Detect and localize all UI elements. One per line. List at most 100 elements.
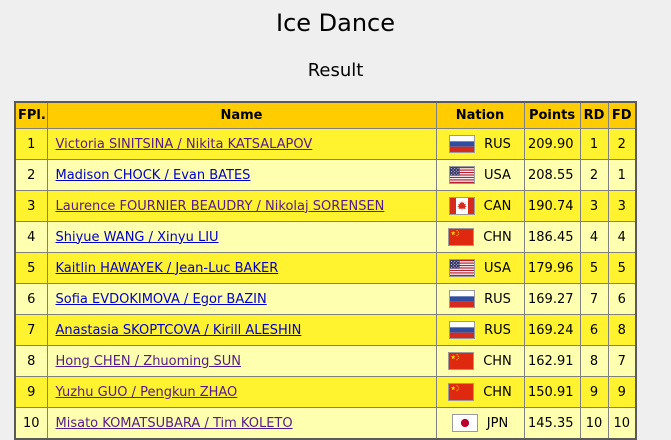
table-row: 3 Laurence FOURNIER BEAUDRY / Nikolaj SO…: [14, 190, 637, 222]
rd-cell: 10: [579, 407, 609, 440]
nation-code: JPN: [486, 415, 509, 431]
flag-chn-icon: [448, 228, 475, 246]
points-cell: 162.91: [523, 345, 581, 377]
table-row: 9 Yuzhu GUO / Pengkun ZHAO CHN 150.91 9 …: [14, 376, 637, 408]
fd-cell: 7: [607, 345, 637, 377]
name-cell: Shiyue WANG / Xinyu LIU: [46, 221, 437, 253]
name-cell: Yuzhu GUO / Pengkun ZHAO: [46, 376, 437, 408]
rank-cell: 4: [14, 221, 48, 253]
table-row: 8 Hong CHEN / Zhuoming SUN CHN 162.91 8 …: [14, 345, 637, 377]
flag-can-icon: [448, 197, 475, 215]
flag-usa-icon: [449, 259, 476, 277]
result-table: FPl. Name Nation Points RD FD 1 Victoria…: [14, 101, 637, 440]
name-cell: Misato KOMATSUBARA / Tim KOLETO: [46, 407, 437, 440]
rd-cell: 1: [579, 128, 609, 160]
rd-cell: 2: [579, 159, 609, 191]
page-subtitle: Result: [307, 60, 364, 81]
points-cell: 145.35: [523, 407, 581, 440]
nation-cell: CHN: [435, 376, 525, 408]
nation-wrap: CHN: [438, 352, 523, 370]
flag-rus-icon: [449, 290, 476, 308]
skater-name-link[interactable]: Victoria SINITSINA / Nikita KATSALAPOV: [55, 136, 313, 152]
nation-wrap: USA: [438, 166, 523, 184]
rank-cell: 3: [14, 190, 48, 222]
name-cell: Hong CHEN / Zhuoming SUN: [46, 345, 437, 377]
points-cell: 150.91: [523, 376, 581, 408]
fd-cell: 4: [607, 221, 637, 253]
points-cell: 179.96: [523, 252, 581, 284]
rd-cell: 8: [579, 345, 609, 377]
rank-cell: 5: [14, 252, 48, 284]
points-cell: 190.74: [523, 190, 581, 222]
table-row: 4 Shiyue WANG / Xinyu LIU CHN 186.45 4 4: [14, 221, 637, 253]
points-cell: 209.90: [523, 128, 581, 160]
nation-wrap: CHN: [438, 228, 523, 246]
table-row: 7 Anastasia SKOPTCOVA / Kirill ALESHIN R…: [14, 314, 637, 346]
nation-wrap: RUS: [438, 321, 523, 339]
rank-cell: 6: [14, 283, 48, 315]
nation-cell: USA: [435, 159, 525, 191]
result-page: Ice Dance Result FPl. Name Nation Points…: [0, 8, 671, 440]
flag-usa-icon: [449, 166, 476, 184]
col-header-fd: FD: [607, 101, 637, 129]
nation-wrap: RUS: [438, 135, 523, 153]
nation-wrap: RUS: [438, 290, 523, 308]
col-header-nation: Nation: [435, 101, 525, 129]
fd-cell: 6: [607, 283, 637, 315]
rank-cell: 7: [14, 314, 48, 346]
flag-jpn-icon: [451, 414, 478, 432]
skater-name-link[interactable]: Shiyue WANG / Xinyu LIU: [55, 229, 219, 245]
rd-cell: 7: [579, 283, 609, 315]
name-cell: Anastasia SKOPTCOVA / Kirill ALESHIN: [46, 314, 437, 346]
skater-name-link[interactable]: Misato KOMATSUBARA / Tim KOLETO: [55, 415, 293, 431]
col-header-name: Name: [46, 101, 437, 129]
nation-code: RUS: [484, 136, 511, 152]
nation-code: CAN: [483, 198, 512, 214]
points-cell: 186.45: [523, 221, 581, 253]
points-cell: 169.24: [523, 314, 581, 346]
rd-cell: 6: [579, 314, 609, 346]
table-row: 1 Victoria SINITSINA / Nikita KATSALAPOV…: [14, 128, 637, 160]
nation-code: CHN: [483, 353, 512, 369]
nation-code: RUS: [484, 322, 511, 338]
flag-chn-icon: [448, 352, 475, 370]
fd-cell: 5: [607, 252, 637, 284]
nation-cell: CHN: [435, 345, 525, 377]
name-cell: Madison CHOCK / Evan BATES: [46, 159, 437, 191]
nation-cell: USA: [435, 252, 525, 284]
skater-name-link[interactable]: Hong CHEN / Zhuoming SUN: [55, 353, 242, 369]
table-row: 10 Misato KOMATSUBARA / Tim KOLETO JPN 1…: [14, 407, 637, 440]
rd-cell: 5: [579, 252, 609, 284]
rd-cell: 3: [579, 190, 609, 222]
skater-name-link[interactable]: Sofia EVDOKIMOVA / Egor BAZIN: [55, 291, 267, 307]
flag-rus-icon: [449, 321, 476, 339]
skater-name-link[interactable]: Yuzhu GUO / Pengkun ZHAO: [55, 384, 238, 400]
name-cell: Kaitlin HAWAYEK / Jean-Luc BAKER: [46, 252, 437, 284]
nation-code: CHN: [483, 384, 512, 400]
nation-cell: CAN: [435, 190, 525, 222]
col-header-fpl: FPl.: [14, 101, 48, 129]
nation-cell: CHN: [435, 221, 525, 253]
nation-code: USA: [484, 167, 511, 183]
skater-name-link[interactable]: Madison CHOCK / Evan BATES: [55, 167, 251, 183]
nation-wrap: CAN: [438, 197, 523, 215]
table-header-row: FPl. Name Nation Points RD FD: [14, 101, 637, 129]
fd-cell: 9: [607, 376, 637, 408]
rank-cell: 2: [14, 159, 48, 191]
rd-cell: 4: [579, 221, 609, 253]
rank-cell: 9: [14, 376, 48, 408]
nation-cell: RUS: [435, 128, 525, 160]
nation-wrap: CHN: [438, 383, 523, 401]
page-title: Ice Dance: [275, 9, 396, 37]
skater-name-link[interactable]: Anastasia SKOPTCOVA / Kirill ALESHIN: [55, 322, 302, 338]
rank-cell: 8: [14, 345, 48, 377]
skater-name-link[interactable]: Kaitlin HAWAYEK / Jean-Luc BAKER: [55, 260, 279, 276]
nation-cell: JPN: [435, 407, 525, 440]
nation-code: RUS: [484, 291, 511, 307]
fd-cell: 10: [607, 407, 637, 440]
skater-name-link[interactable]: Laurence FOURNIER BEAUDRY / Nikolaj SORE…: [55, 198, 385, 214]
rank-cell: 10: [14, 407, 48, 440]
table-row: 2 Madison CHOCK / Evan BATES USA 208.55 …: [14, 159, 637, 191]
table-row: 5 Kaitlin HAWAYEK / Jean-Luc BAKER USA 1…: [14, 252, 637, 284]
fd-cell: 3: [607, 190, 637, 222]
